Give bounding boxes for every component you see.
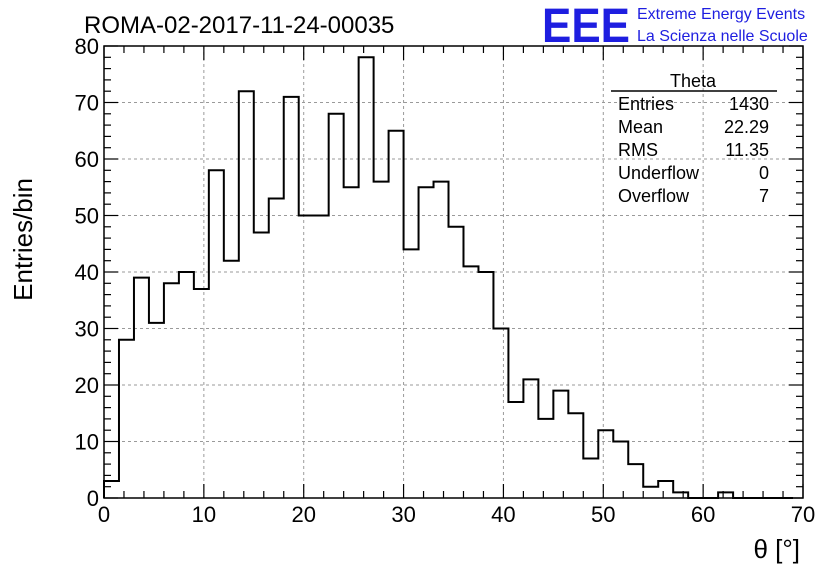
x-tick-label: 70 bbox=[791, 502, 815, 527]
stats-label-rms: RMS bbox=[618, 140, 658, 160]
stats-title: Theta bbox=[670, 71, 717, 91]
stats-value-mean: 22.29 bbox=[724, 117, 769, 137]
brand-line-1: Extreme Energy Events bbox=[637, 6, 805, 23]
histogram-bin bbox=[643, 487, 658, 498]
stats-label-underflow: Underflow bbox=[618, 163, 700, 183]
stats-box: Theta Entries 1430 Mean 22.29 RMS 11.35 … bbox=[611, 71, 777, 206]
histogram-bin bbox=[538, 419, 553, 498]
histogram-bin bbox=[419, 187, 434, 498]
histogram-bin bbox=[374, 182, 389, 498]
histogram-bin bbox=[553, 391, 568, 498]
stats-value-entries: 1430 bbox=[729, 94, 769, 114]
histogram-bin bbox=[284, 97, 299, 498]
histogram-bin bbox=[119, 340, 134, 498]
y-tick-label: 20 bbox=[75, 373, 99, 398]
histogram-bin bbox=[239, 91, 254, 498]
eee-logo: EEE bbox=[542, 0, 630, 53]
histogram-bin bbox=[164, 283, 179, 498]
x-tick-label: 30 bbox=[391, 502, 415, 527]
x-tick-label: 10 bbox=[192, 502, 216, 527]
y-tick-label: 80 bbox=[75, 34, 99, 59]
histogram-bin bbox=[493, 329, 508, 499]
histogram-bin bbox=[149, 323, 164, 498]
histogram-bin bbox=[344, 187, 359, 498]
x-tick-label: 40 bbox=[491, 502, 515, 527]
histogram-bin bbox=[134, 278, 149, 498]
x-axis-label: θ [°] bbox=[753, 534, 800, 564]
histogram-bin bbox=[598, 430, 613, 498]
axes bbox=[103, 45, 804, 499]
histogram-bin bbox=[404, 249, 419, 498]
histogram-bin bbox=[179, 272, 194, 498]
stats-label-mean: Mean bbox=[618, 117, 663, 137]
stats-value-overflow: 7 bbox=[759, 186, 769, 206]
stats-label-entries: Entries bbox=[618, 94, 674, 114]
histogram-bin bbox=[104, 481, 119, 498]
y-tick-labels: 0 10 20 30 40 50 60 70 80 bbox=[75, 34, 99, 511]
histogram-bin bbox=[194, 289, 209, 498]
histogram-bin bbox=[269, 199, 284, 498]
histogram-bin bbox=[463, 266, 478, 498]
histogram-bin bbox=[523, 379, 538, 498]
histogram-bin bbox=[583, 458, 598, 498]
histogram-bin bbox=[314, 216, 329, 499]
histogram-bin bbox=[209, 170, 224, 498]
histogram-bin bbox=[329, 114, 344, 498]
histogram-bin bbox=[568, 413, 583, 498]
histogram-bin bbox=[478, 272, 493, 498]
histogram-bin bbox=[224, 261, 239, 498]
histogram-bars bbox=[103, 56, 794, 499]
y-tick-label: 40 bbox=[75, 260, 99, 285]
histogram-bin bbox=[434, 182, 449, 498]
histogram-bin bbox=[359, 57, 374, 498]
brand-line-2: La Scienza nelle Scuole bbox=[637, 28, 808, 45]
stats-value-rms: 11.35 bbox=[725, 140, 769, 160]
chart-title: ROMA-02-2017-11-24-00035 bbox=[84, 12, 394, 39]
histogram-bin bbox=[613, 442, 628, 499]
x-tick-label: 60 bbox=[691, 502, 715, 527]
y-axis-label: Entries/bin bbox=[8, 178, 38, 301]
y-tick-label: 60 bbox=[75, 147, 99, 172]
x-tick-labels: 0 10 20 30 40 50 60 70 bbox=[98, 502, 815, 527]
histogram-bin bbox=[389, 131, 404, 498]
y-tick-label: 0 bbox=[87, 486, 99, 511]
histogram-bin bbox=[449, 227, 464, 498]
x-tick-label: 50 bbox=[591, 502, 615, 527]
x-tick-label: 20 bbox=[291, 502, 315, 527]
x-tick-label: 0 bbox=[98, 502, 110, 527]
y-tick-label: 30 bbox=[75, 317, 99, 342]
stats-value-underflow: 0 bbox=[759, 163, 769, 183]
stats-label-overflow: Overflow bbox=[618, 186, 690, 206]
y-tick-label: 10 bbox=[75, 430, 99, 455]
eee-logo-text: EEE bbox=[542, 0, 630, 53]
histogram-outline bbox=[103, 56, 794, 499]
histogram-bin bbox=[658, 481, 673, 498]
histogram-bin bbox=[628, 464, 643, 498]
y-tick-label: 70 bbox=[75, 91, 99, 116]
histogram-bin bbox=[508, 402, 523, 498]
histogram-bin bbox=[299, 216, 314, 499]
y-tick-label: 50 bbox=[75, 204, 99, 229]
grid-lines bbox=[104, 46, 803, 498]
